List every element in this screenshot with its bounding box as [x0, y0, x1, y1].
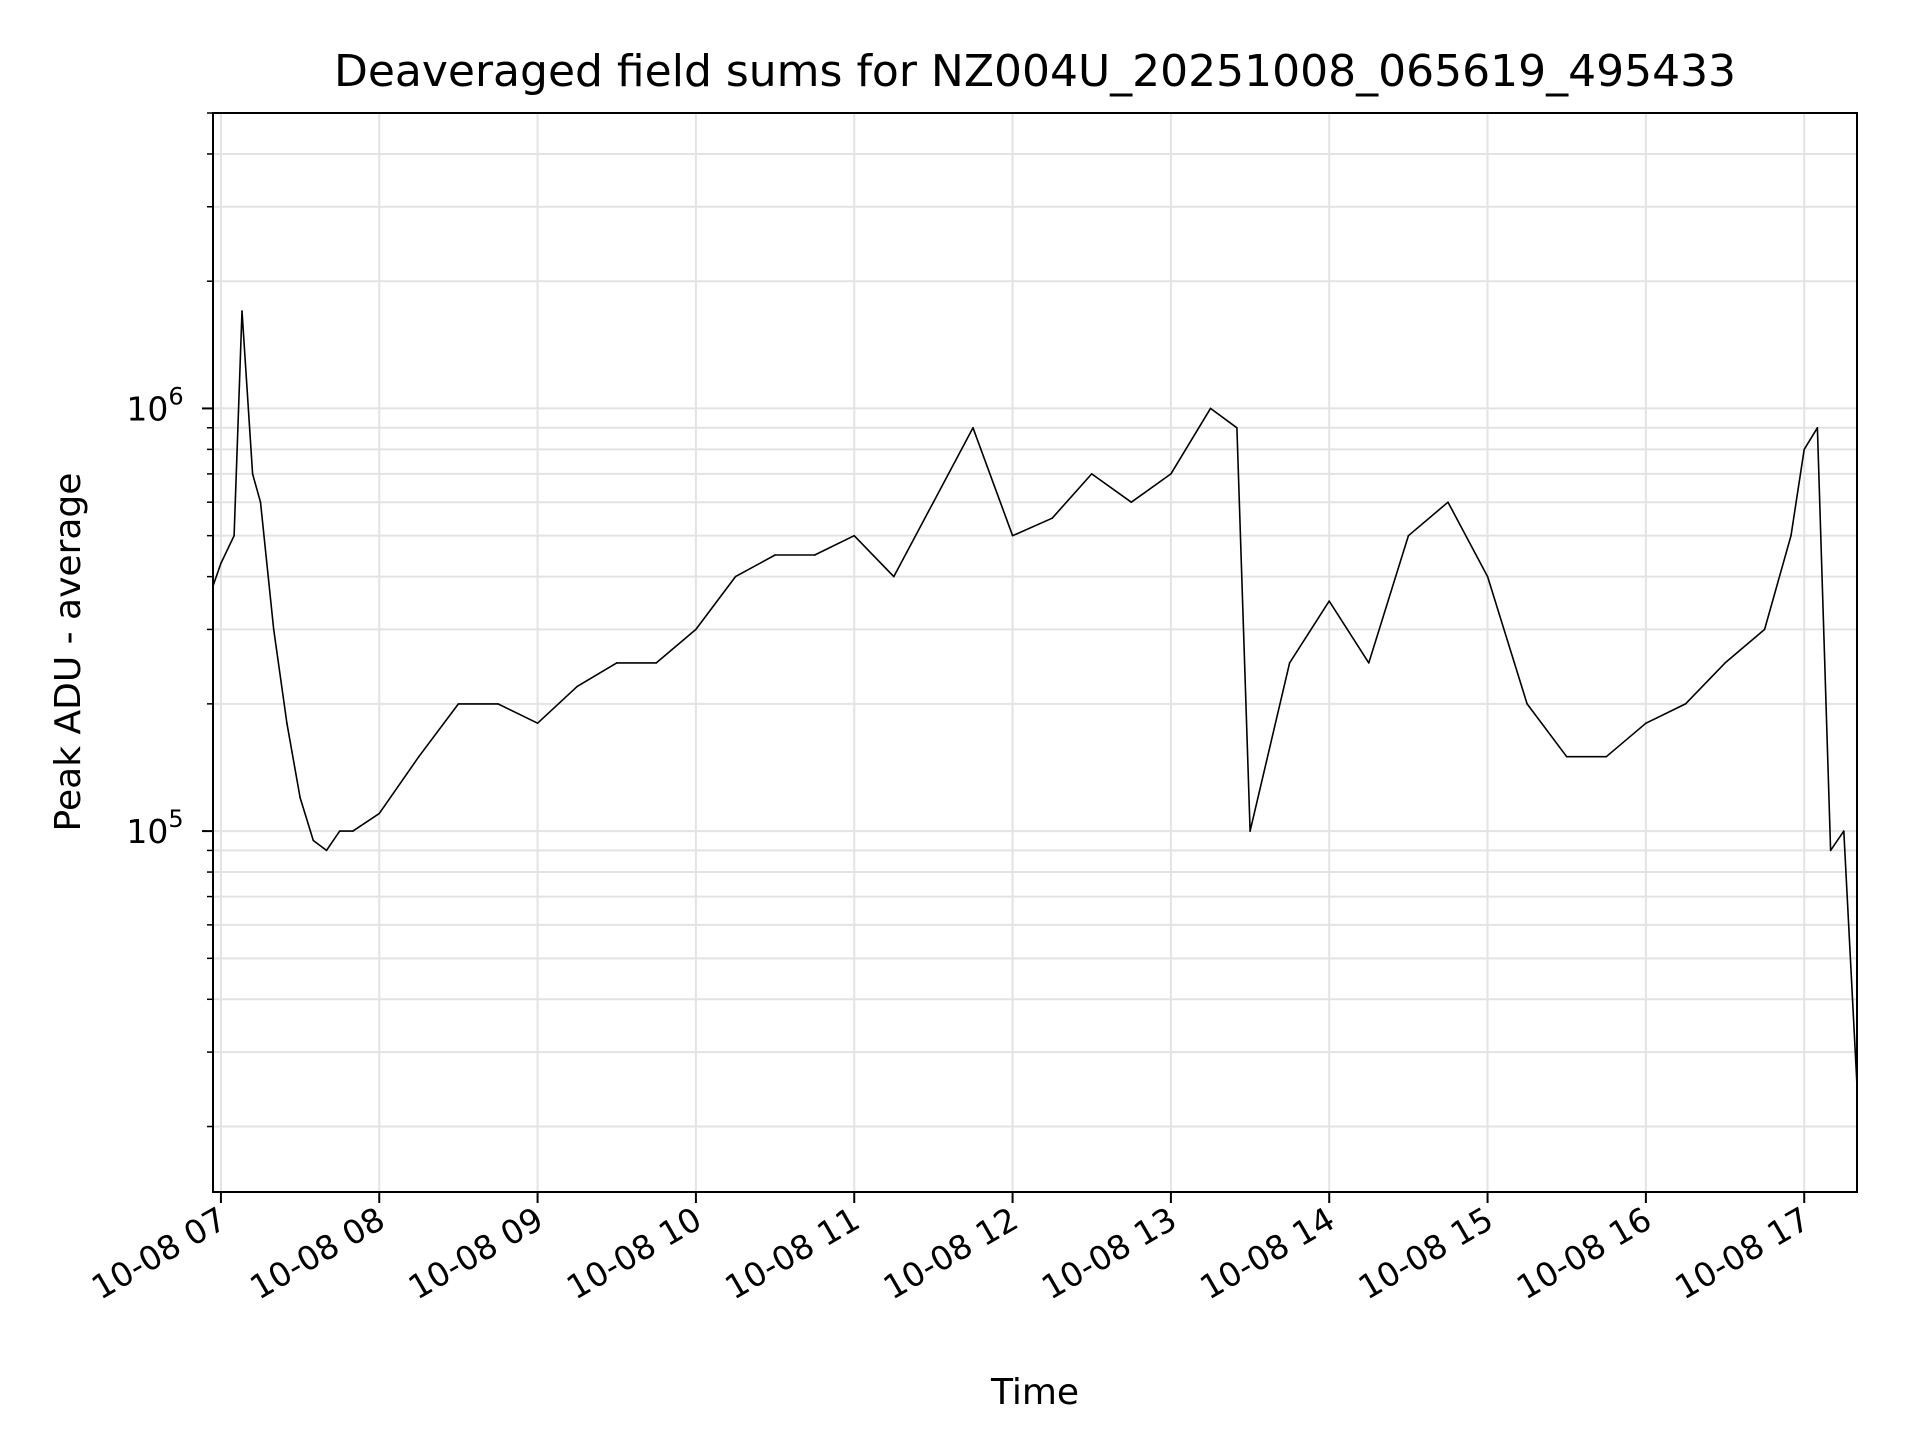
- y-axis-label: Peak ADU - average: [48, 473, 89, 832]
- y-tick-label: 106: [126, 382, 183, 428]
- y-tick-label: 105: [126, 805, 183, 851]
- data-point: [853, 534, 855, 537]
- data-point: [734, 575, 737, 578]
- data-point: [774, 554, 776, 556]
- data-point: [1605, 755, 1608, 758]
- data-point: [1130, 501, 1133, 504]
- data-point: [1328, 600, 1330, 602]
- data-point: [1288, 662, 1291, 664]
- data-point: [1368, 662, 1370, 664]
- series-layer: [213, 310, 1857, 1087]
- data-point: [1684, 703, 1687, 705]
- data-point: [259, 501, 262, 504]
- data-point: [241, 310, 243, 312]
- y-tick-label-base: 10: [126, 389, 168, 428]
- data-point: [378, 812, 381, 815]
- data-point: [1829, 849, 1832, 852]
- y-tick-label-exponent: 5: [168, 805, 183, 833]
- data-point: [251, 473, 254, 475]
- data-point: [972, 427, 974, 429]
- data-point: [312, 839, 315, 842]
- data-point: [1790, 534, 1792, 537]
- data-point: [497, 703, 499, 705]
- data-point: [1170, 473, 1172, 475]
- data-point: [536, 722, 539, 724]
- data-point: [1249, 830, 1251, 832]
- data-point: [576, 685, 578, 688]
- data-point: [272, 628, 275, 631]
- data-point: [457, 703, 460, 705]
- data-point: [1090, 473, 1093, 475]
- data-point: [1763, 628, 1766, 631]
- data-point: [220, 562, 222, 565]
- data-point: [299, 796, 301, 799]
- data-point: [1816, 427, 1819, 429]
- data-point: [1565, 755, 1568, 758]
- data-point: [1803, 448, 1805, 451]
- data-point: [1051, 517, 1053, 519]
- y-tick-label-base: 10: [126, 812, 168, 851]
- data-point: [655, 662, 658, 664]
- chart-title: Deaveraged field sums for NZ004U_2025100…: [334, 46, 1736, 97]
- data-point: [695, 628, 697, 631]
- data-point: [1011, 534, 1014, 537]
- y-tick-label-exponent: 6: [168, 382, 183, 410]
- data-point: [1486, 575, 1489, 578]
- data-point: [338, 830, 341, 832]
- data-point: [1236, 427, 1238, 429]
- data-point: [1843, 830, 1845, 832]
- x-axis-label: Time: [990, 1372, 1079, 1413]
- data-point: [325, 849, 328, 852]
- data-point: [418, 755, 420, 758]
- data-point: [813, 554, 816, 556]
- data-point: [1526, 703, 1528, 705]
- plot-frame: [212, 112, 1858, 1193]
- data-point: [1407, 534, 1410, 537]
- data-point: [893, 575, 895, 578]
- series-line: [213, 310, 1857, 1086]
- data-point: [286, 722, 288, 724]
- grid: [213, 112, 1857, 1192]
- data-point: [1447, 501, 1449, 504]
- data-point: [352, 830, 354, 832]
- data-point: [1645, 722, 1647, 724]
- data-point: [1724, 662, 1726, 664]
- data-point: [615, 662, 618, 664]
- data-point: [1209, 407, 1212, 410]
- data-point: [233, 534, 235, 537]
- data-point: [932, 501, 935, 504]
